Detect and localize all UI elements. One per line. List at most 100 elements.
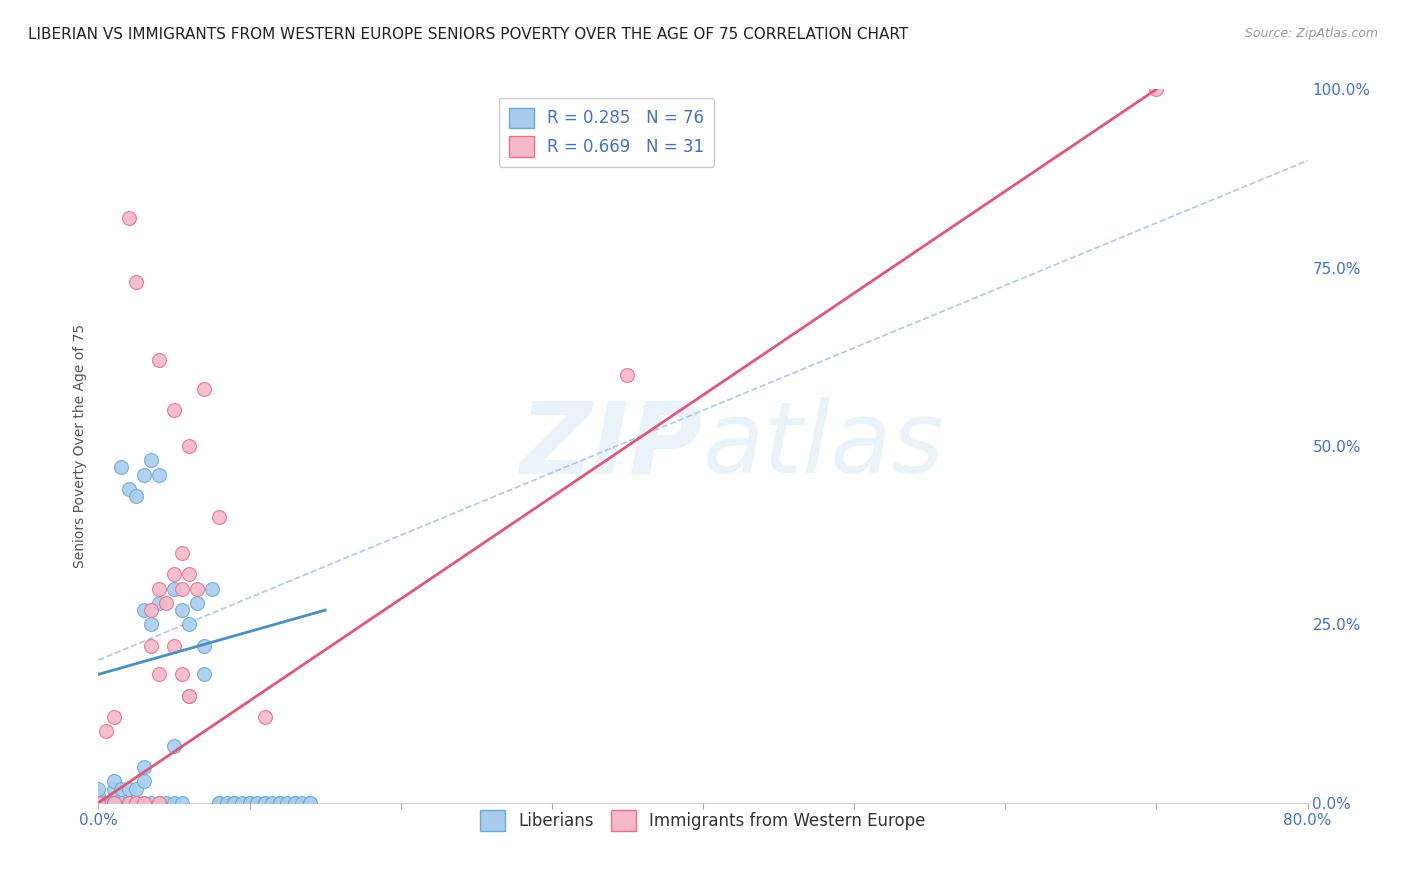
Point [118,796,141,810]
Point [87,796,110,810]
Point [276,796,298,810]
Point [269,796,291,810]
Point [224,796,246,810]
Point [201,582,224,596]
Point [239,796,262,810]
Point [148,353,170,368]
Point [118,796,141,810]
Point [253,796,276,810]
Point [253,710,276,724]
Point [141,639,163,653]
Y-axis label: Seniors Poverty Over the Age of 75: Seniors Poverty Over the Age of 75 [73,324,87,568]
Point [179,689,201,703]
Point [94,796,117,810]
Text: LIBERIAN VS IMMIGRANTS FROM WESTERN EUROPE SENIORS POVERTY OVER THE AGE OF 75 CO: LIBERIAN VS IMMIGRANTS FROM WESTERN EURO… [28,27,908,42]
Point [269,796,291,810]
Point [148,467,170,482]
Point [132,760,155,774]
Point [170,667,193,681]
Point [125,796,148,810]
Point [103,796,125,810]
Point [141,453,163,467]
Point [125,489,148,503]
Point [132,796,155,810]
Point [262,796,284,810]
Point [87,796,110,810]
Point [179,689,201,703]
Point [87,796,110,810]
Point [118,796,141,810]
Point [231,796,253,810]
Point [170,582,193,596]
Point [87,796,110,810]
Point [163,403,186,417]
Point [103,796,125,810]
Point [94,796,117,810]
Point [291,796,314,810]
Point [284,796,307,810]
Point [163,639,186,653]
Point [103,774,125,789]
Point [148,582,170,596]
Point [87,796,110,810]
Point [103,710,125,724]
Point [94,796,117,810]
Point [100,796,122,810]
Text: atlas: atlas [703,398,945,494]
Point [170,546,193,560]
Point [163,796,186,810]
Point [148,796,170,810]
Point [246,796,269,810]
Point [87,789,110,803]
Point [94,796,117,810]
Point [110,781,132,796]
Point [170,796,193,810]
Point [87,781,110,796]
Point [1144,82,1167,96]
Point [110,796,132,810]
Point [141,603,163,617]
Point [110,796,132,810]
Point [193,667,215,681]
Point [87,796,110,810]
Point [193,382,215,396]
Point [253,796,276,810]
Point [87,796,110,810]
Point [132,796,155,810]
Point [125,781,148,796]
Point [299,796,322,810]
Point [163,582,186,596]
Point [186,582,208,596]
Point [94,724,117,739]
Point [118,796,141,810]
Point [132,603,155,617]
Point [125,275,148,289]
Point [141,796,163,810]
Point [132,467,155,482]
Point [284,796,307,810]
Point [224,796,246,810]
Point [616,368,638,382]
Point [125,796,148,810]
Point [215,796,238,810]
Point [148,796,170,810]
Point [103,796,125,810]
Point [148,596,170,610]
Point [118,781,141,796]
Point [87,796,110,810]
Point [208,796,231,810]
Point [148,667,170,681]
Point [163,567,186,582]
Point [103,796,125,810]
Point [299,796,322,810]
Point [163,739,186,753]
Point [87,796,110,810]
Point [148,796,170,810]
Point [208,510,231,524]
Point [155,796,177,810]
Point [186,596,208,610]
Point [170,603,193,617]
Point [118,482,141,496]
Point [193,639,215,653]
Point [132,774,155,789]
